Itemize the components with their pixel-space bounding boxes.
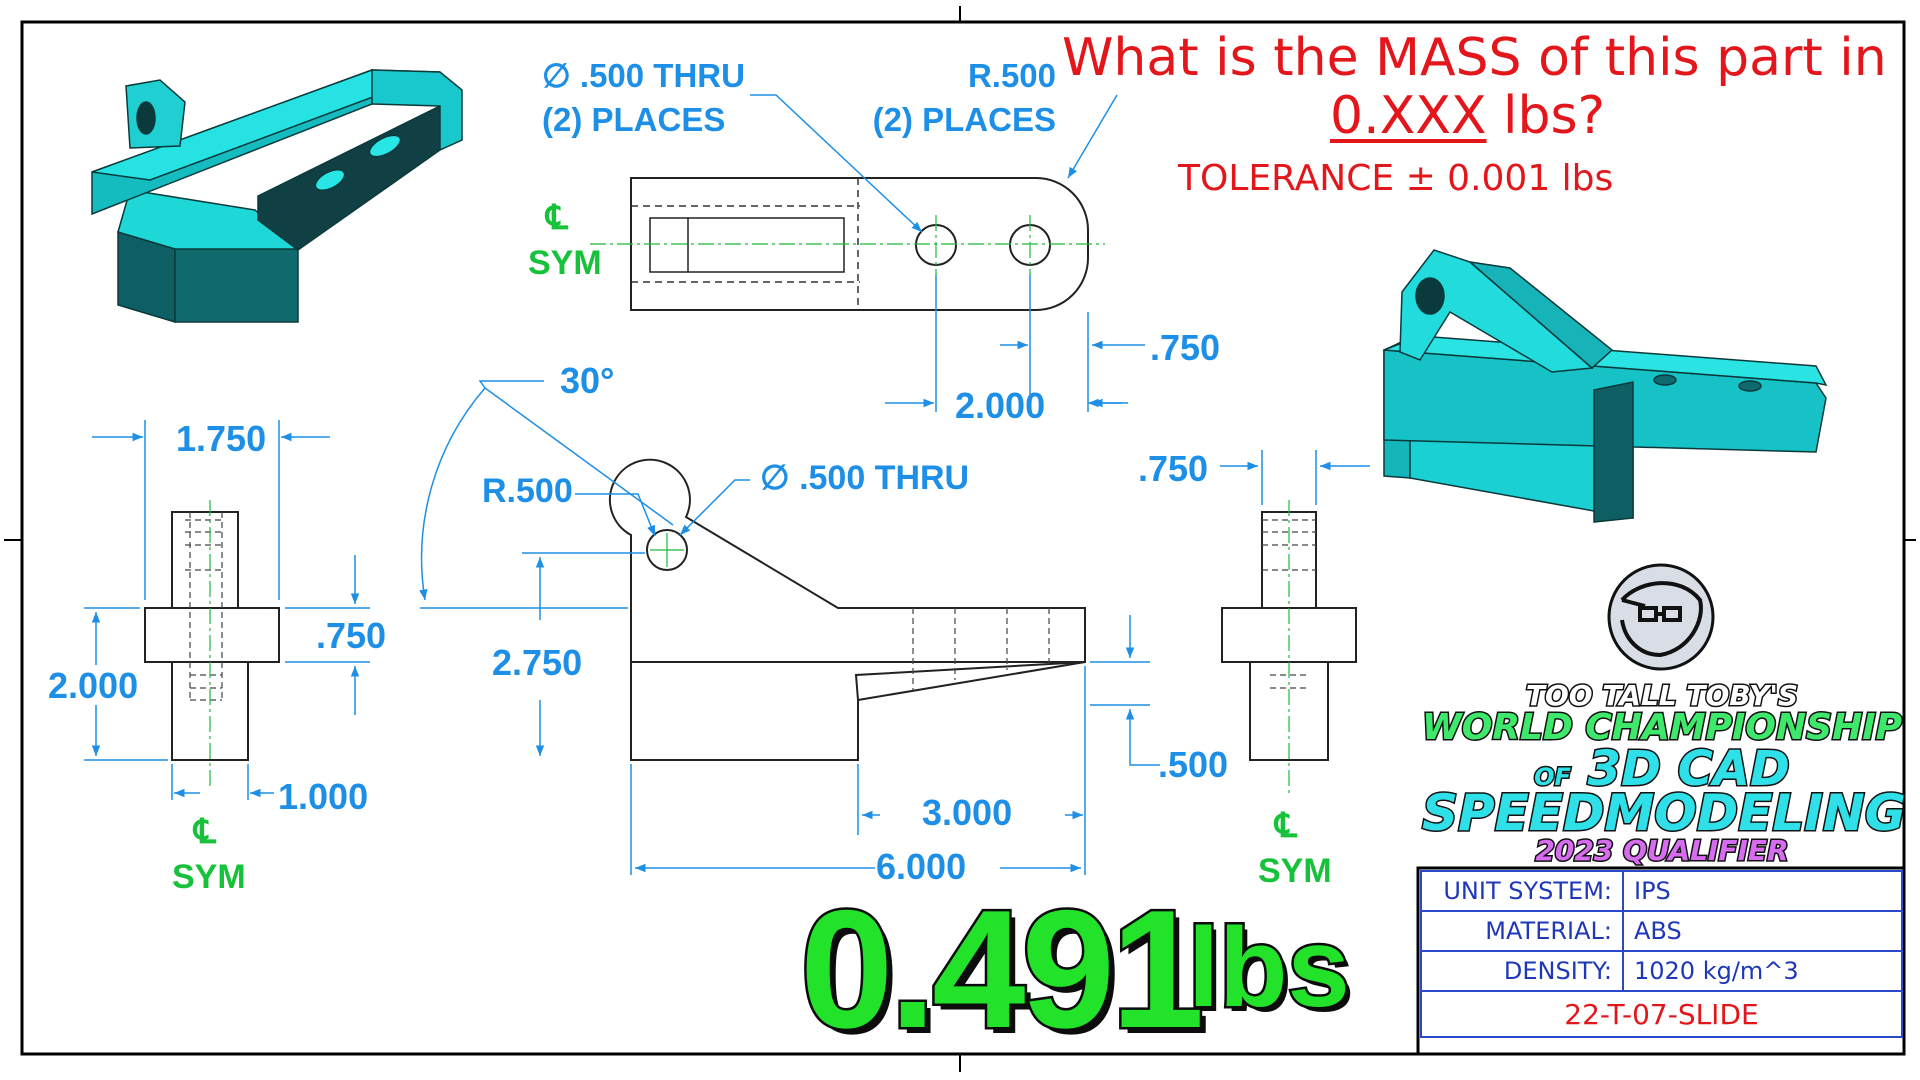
brand-line-3: OF 3D CAD [1422,744,1902,795]
title-block: UNIT SYSTEM: IPS MATERIAL: ABS DENSITY: … [1420,870,1903,1038]
left-view-dim-1750: 1.750 [176,418,267,459]
top-view-dim-2000: 2.000 [955,385,1046,426]
right-view-centerline-symbol: ℄ [1275,807,1297,845]
iso-view-right [1383,249,1828,523]
top-view-radius-callout-line1: R.500 [967,57,1056,94]
too-tall-toby-logo-icon [1607,563,1715,671]
left-view-centerline-symbol: ℄ [194,813,216,851]
sheet-border [20,20,1906,1056]
title-block-row: UNIT SYSTEM: IPS [1420,870,1903,912]
brand-line-3-prefix: OF [1533,763,1573,791]
answer-unit: lbs [1186,905,1353,1030]
title-block-frame [1416,866,1906,1056]
question-line-2: 0.XXX lbs? [1330,86,1605,146]
brand-line-2: WORLD CHAMPIONSHIP [1421,707,1904,748]
brand-line-5: 2023 QUALIFIER [1534,834,1790,867]
front-view-dim-3000: 3.000 [922,792,1013,833]
top-view [590,94,1145,412]
top-view-outline [630,177,1089,311]
title-block-label: DENSITY: [1420,950,1624,992]
front-view-dim-500: .500 [1158,744,1229,785]
tolerance-note: TOLERANCE ± 0.001 lbs [1178,158,1614,199]
question-format-placeholder: 0.XXX [1330,86,1487,146]
drawing-id: 22-T-07-SLIDE [1420,990,1903,1038]
right-view-dim-750: .750 [1138,448,1209,489]
title-block-row: DENSITY: 1020 kg/m^3 [1420,950,1903,992]
question-line-1: What is the MASS of this part in [1062,28,1887,88]
left-view-centerline-label: SYM [172,858,246,896]
front-view-dim-6000: 6.000 [876,846,967,887]
left-view-dim-2000: 2.000 [48,665,139,706]
top-view-radius-callout-line2: (2) PLACES [872,101,1056,138]
brand-line-4: SPEEDMODELING [1421,784,1908,842]
front-view-dim-2750: 2.750 [492,642,583,683]
top-view-dim-750: .750 [1150,327,1221,368]
title-block-value: IPS [1622,870,1903,912]
brand-line-1: TOO TALL TOBY'S [1524,679,1799,712]
left-view [84,420,370,800]
left-view-dim-1000: 1.000 [278,776,369,817]
right-view [1220,450,1370,795]
right-view-centerline-label: SYM [1258,852,1332,890]
title-block-label: UNIT SYSTEM: [1420,870,1624,912]
top-view-hole-callout-line1: ∅ .500 THRU [542,57,745,94]
iso-view-top-left [91,68,463,324]
top-view-centerline-symbol: ℄ [546,199,568,237]
brand-line-3-main: 3D CAD [1586,741,1791,797]
top-view-hole-callout-line2: (2) PLACES [542,101,726,138]
border-ticks [4,6,1916,1072]
title-block-value: 1020 kg/m^3 [1622,950,1903,992]
top-view-radius-callout: R.500 (2) PLACES [862,54,1056,142]
top-view-hole-callout: ∅ .500 THRU (2) PLACES [542,54,745,142]
front-view [419,380,1160,875]
front-view-radius: R.500 [482,472,573,510]
left-view-dim-750: .750 [316,615,387,656]
top-view-centerline-label: SYM [528,244,602,282]
answer-value: 0.491 [797,875,1206,1063]
front-view-hole: ∅ .500 THRU [760,459,970,497]
title-block-row: MATERIAL: ABS [1420,910,1903,952]
title-block-value: ABS [1622,910,1903,952]
title-block-label: MATERIAL: [1420,910,1624,952]
title-block-row: 22-T-07-SLIDE [1420,990,1903,1038]
question-unit: lbs? [1486,86,1606,146]
front-view-angle: 30° [560,360,615,401]
